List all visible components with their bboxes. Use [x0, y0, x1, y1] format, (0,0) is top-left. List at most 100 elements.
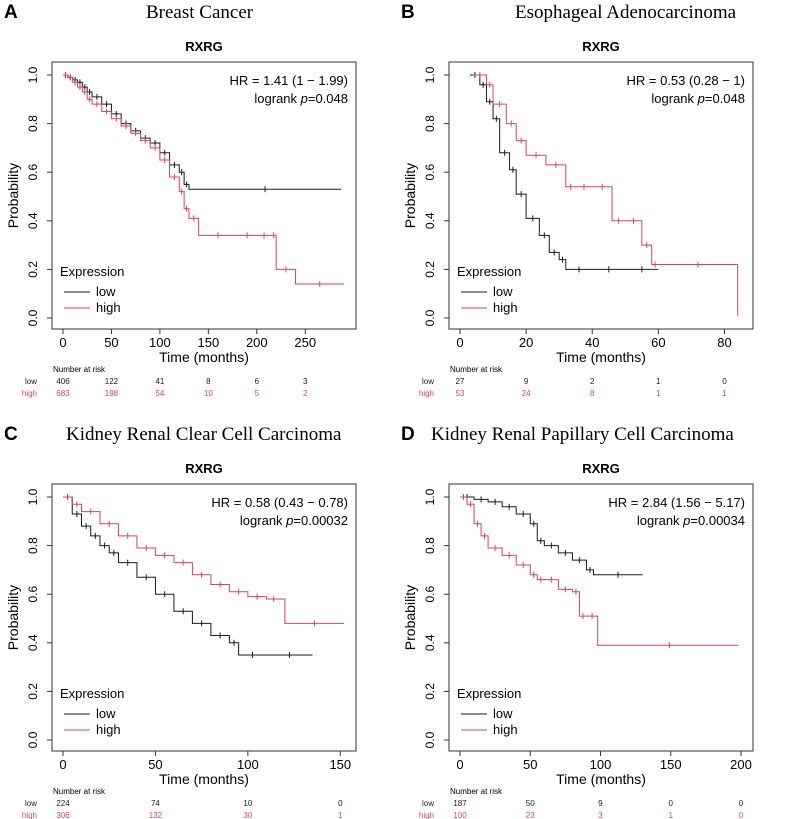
- risk-count-high: 100: [453, 811, 467, 819]
- plot-frame: [51, 483, 357, 752]
- gene-label: RXRG: [582, 461, 620, 476]
- y-tick-label: 0.4: [26, 634, 40, 651]
- x-tick-label: 100: [590, 757, 612, 772]
- y-tick-label: 1.0: [423, 66, 437, 83]
- y-tick-label: 0.8: [26, 537, 40, 554]
- risk-count-high: 1: [338, 811, 343, 819]
- logrank-label: logrank: [254, 91, 300, 106]
- risk-count-high: 5: [255, 389, 260, 398]
- y-tick-label: 0.4: [26, 212, 40, 229]
- x-tick-label: 200: [246, 335, 268, 350]
- risk-count-low: 50: [526, 799, 535, 808]
- survival-curve-low: [460, 496, 643, 576]
- p-symbol: p: [300, 91, 308, 106]
- x-tick-label: 100: [149, 335, 171, 350]
- risk-count-low: 41: [155, 377, 164, 386]
- risk-count-low: 9: [524, 377, 529, 386]
- panel-c: C Kidney Renal Clear Cell Carcinoma RXRG…: [0, 410, 396, 819]
- x-tick-label: 150: [660, 757, 682, 772]
- risk-count-high: 8: [590, 389, 595, 398]
- legend-title: Expression: [457, 686, 521, 701]
- x-tick-label: 50: [148, 757, 162, 772]
- y-tick-label: 0.4: [423, 212, 437, 229]
- risk-row-label-low: low: [25, 799, 37, 808]
- risk-count-high: 24: [522, 389, 531, 398]
- risk-count-high: 306: [56, 811, 70, 819]
- risk-count-low: 0: [338, 799, 343, 808]
- km-chart-a: RXRG 0.0 0.2 0.4 0.6 0.8 1.0 Probability 0 50 100 1…: [5, 39, 357, 398]
- risk-count-high: 1: [669, 811, 674, 819]
- risk-count-high: 10: [204, 389, 213, 398]
- legend-title: Expression: [60, 686, 124, 701]
- x-tick-label: 50: [104, 335, 118, 350]
- risk-count-low: 406: [56, 377, 70, 386]
- y-tick-label: 0.6: [423, 586, 437, 603]
- legend-label-high: high: [96, 300, 121, 315]
- y-tick-label: 0.2: [26, 683, 40, 700]
- risk-count-high: 3: [598, 811, 603, 819]
- panel-a: A Breast Cancer RXRG 0.0 0.2 0.4 0.6 0.8 1.0 Pr…: [0, 0, 396, 409]
- risk-count-high: 0: [739, 811, 744, 819]
- x-tick-label: 50: [523, 757, 537, 772]
- legend-label-high: high: [96, 722, 121, 737]
- risk-count-high: 1: [722, 389, 727, 398]
- logrank-label: logrank: [651, 91, 697, 106]
- panel-title: Esophageal Adenocarcinoma: [515, 2, 737, 23]
- y-tick-label: 0.8: [423, 537, 437, 554]
- risk-count-low: 2: [590, 377, 595, 386]
- gene-label: RXRG: [185, 39, 223, 54]
- legend-label-high: high: [493, 722, 518, 737]
- risk-count-high: 30: [243, 811, 252, 819]
- x-tick-label: 150: [329, 757, 351, 772]
- risk-count-low: 9: [598, 799, 603, 808]
- legend-title: Expression: [60, 264, 124, 279]
- x-axis-label: Time (months): [556, 349, 646, 365]
- risk-count-low: 3: [303, 377, 308, 386]
- legend-title: Expression: [457, 264, 521, 279]
- p-value: =0.048: [705, 91, 745, 106]
- risk-title: Number at risk: [53, 365, 106, 374]
- x-tick-label: 0: [456, 757, 463, 772]
- y-tick-label: 0.2: [423, 683, 437, 700]
- y-tick-label: 0.0: [26, 731, 40, 748]
- x-axis-label: Time (months): [556, 771, 646, 787]
- logrank-label: logrank: [240, 513, 286, 528]
- y-tick-label: 1.0: [423, 488, 437, 505]
- panel-title: Breast Cancer: [146, 2, 254, 23]
- survival-curve-high: [63, 74, 344, 285]
- risk-row-label-high: high: [419, 811, 434, 819]
- x-tick-label: 100: [237, 757, 259, 772]
- p-symbol: p: [682, 513, 690, 528]
- risk-title: Number at risk: [450, 787, 503, 796]
- gene-label: RXRG: [185, 461, 223, 476]
- risk-count-high: 683: [56, 389, 70, 398]
- risk-count-high: 54: [155, 389, 164, 398]
- logrank-text: logrank p=0.048: [651, 91, 745, 106]
- risk-row-label-low: low: [422, 799, 434, 808]
- y-tick-label: 0.0: [423, 731, 437, 748]
- y-tick-label: 0.2: [423, 261, 437, 278]
- x-tick-label: 0: [456, 335, 463, 350]
- panel-letter: A: [4, 2, 18, 23]
- risk-row-label-high: high: [22, 389, 37, 398]
- plot-frame: [51, 61, 357, 330]
- risk-count-high: 53: [456, 389, 465, 398]
- panel-letter: D: [401, 424, 415, 445]
- y-tick-label: 0.8: [26, 115, 40, 132]
- x-tick-label: 250: [294, 335, 316, 350]
- panel-letter: C: [4, 424, 18, 445]
- panel-title: Kidney Renal Papillary Cell Carcinoma: [431, 424, 734, 445]
- survival-curve-low: [63, 496, 313, 656]
- y-tick-label: 0.4: [423, 634, 437, 651]
- gene-label: RXRG: [582, 39, 620, 54]
- x-tick-label: 40: [585, 335, 599, 350]
- panel-letter: B: [401, 2, 415, 23]
- y-tick-label: 0.6: [26, 164, 40, 181]
- risk-count-low: 74: [151, 799, 160, 808]
- legend-label-low: low: [493, 284, 513, 299]
- logrank-text: logrank p=0.048: [254, 91, 348, 106]
- y-tick-label: 0.6: [423, 164, 437, 181]
- risk-count-low: 0: [739, 799, 744, 808]
